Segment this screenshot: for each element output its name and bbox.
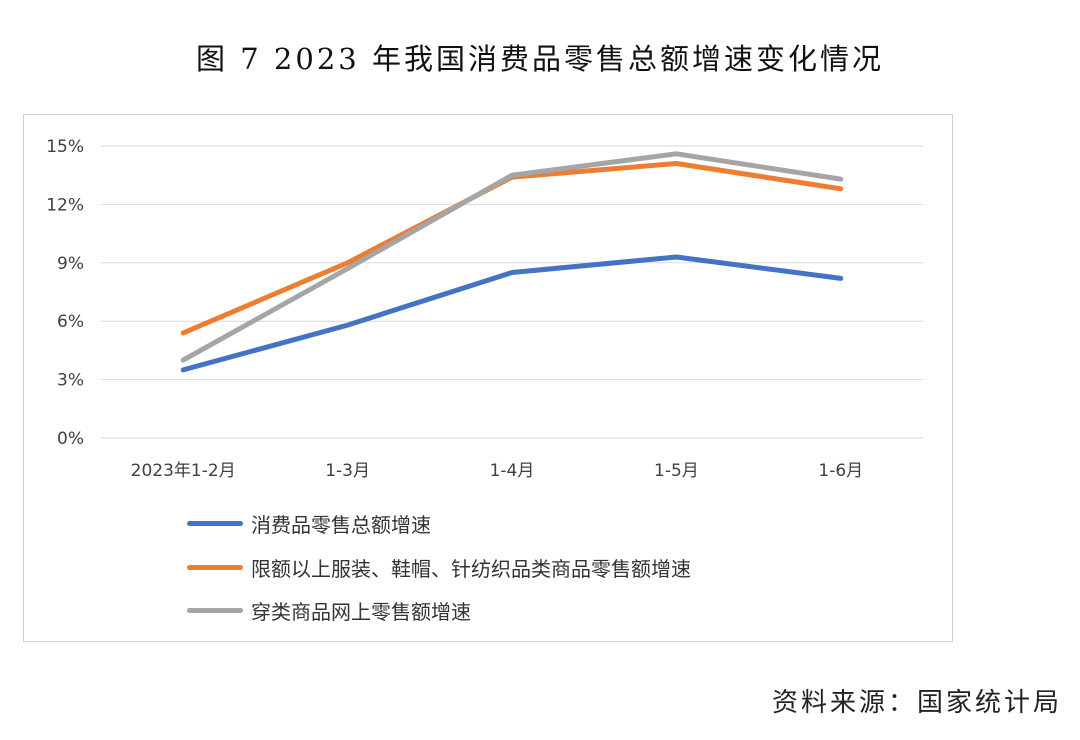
legend-label: 穿类商品网上零售额增速 [251,599,471,624]
x-tick-label: 1-3月 [325,461,370,481]
y-tick-label: 3% [57,371,84,391]
y-tick-label: 12% [46,195,84,215]
legend-item-online-apparel: 穿类商品网上零售额增速 [187,595,471,625]
y-axis-ticks: 0% 3% 6% 9% 12% 15% [46,137,84,449]
series-lines [180,151,844,373]
y-tick-label: 6% [57,312,84,332]
legend-swatch [187,607,243,613]
x-tick-label: 1-6月 [818,461,863,481]
source-note: 资料来源：国家统计局 [771,688,1062,718]
legend-label: 消费品零售总额增速 [251,512,431,537]
legend-item-apparel-retail: 限额以上服装、鞋帽、针纺织品类商品零售额增速 [187,552,691,582]
legend-label: 限额以上服装、鞋帽、针纺织品类商品零售额增速 [251,556,691,581]
series-line-0 [180,254,844,373]
x-axis-ticks: 2023年1-2月 1-3月 1-4月 1-5月 1-6月 [131,461,864,481]
y-tick-label: 9% [57,254,84,274]
series-line-2 [180,151,844,363]
figure-title: 图 7 2023 年我国消费品零售总额增速变化情况 [196,42,884,76]
chart-frame: 0% 3% 6% 9% 12% 15% 2023年1-2月 1-3月 1-4月 1-5月 1-6月… [23,114,953,642]
gridlines [101,145,923,439]
legend-item-total-retail: 消费品零售总额增速 [187,508,431,538]
legend-swatch [187,564,243,570]
x-tick-label: 1-5月 [654,461,699,481]
y-tick-label: 0% [57,429,84,449]
y-tick-label: 15% [46,137,84,157]
legend-swatch [187,520,243,526]
x-tick-label: 1-4月 [490,461,535,481]
line-chart: 0% 3% 6% 9% 12% 15% 2023年1-2月 1-3月 1-4月 1-5月 1-6月 [46,137,923,481]
x-tick-label: 2023年1-2月 [131,461,236,481]
